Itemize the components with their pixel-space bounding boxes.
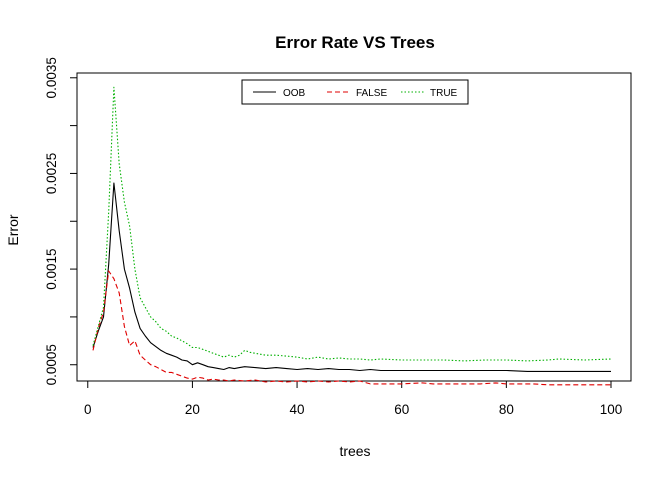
y-tick-label: 0.0025 <box>44 153 59 194</box>
series-line-oob <box>92 182 611 372</box>
plot-box <box>76 72 632 382</box>
x-tick-label: 0 <box>84 402 92 417</box>
y-tick-label: 0.0015 <box>44 248 59 289</box>
legend-label-false: FALSE <box>356 88 387 99</box>
series-line-false <box>92 270 611 386</box>
x-axis: 0 20 40 60 80 100 <box>84 380 623 417</box>
y-tick-label: 0.0005 <box>44 344 59 385</box>
y-axis-label: Error <box>5 214 21 245</box>
x-tick-label: 60 <box>394 402 409 417</box>
legend-box <box>241 79 469 105</box>
series-layer <box>92 86 612 386</box>
legend-label-true: TRUE <box>430 88 458 99</box>
x-tick-label: 80 <box>499 402 514 417</box>
legend-label-oob: OOB <box>283 88 306 99</box>
legend: OOB FALSE TRUE <box>241 79 469 105</box>
y-tick-label: 0.0035 <box>44 57 59 98</box>
series-line-true <box>92 86 612 362</box>
chart-title: Error Rate VS Trees <box>275 33 435 52</box>
x-tick-label: 20 <box>185 402 200 417</box>
x-axis-label: trees <box>339 443 370 459</box>
x-tick-label: 40 <box>290 402 305 417</box>
x-tick-label: 100 <box>600 402 623 417</box>
y-axis: 0.0005 0.0015 0.0025 0.0035 <box>44 57 78 385</box>
